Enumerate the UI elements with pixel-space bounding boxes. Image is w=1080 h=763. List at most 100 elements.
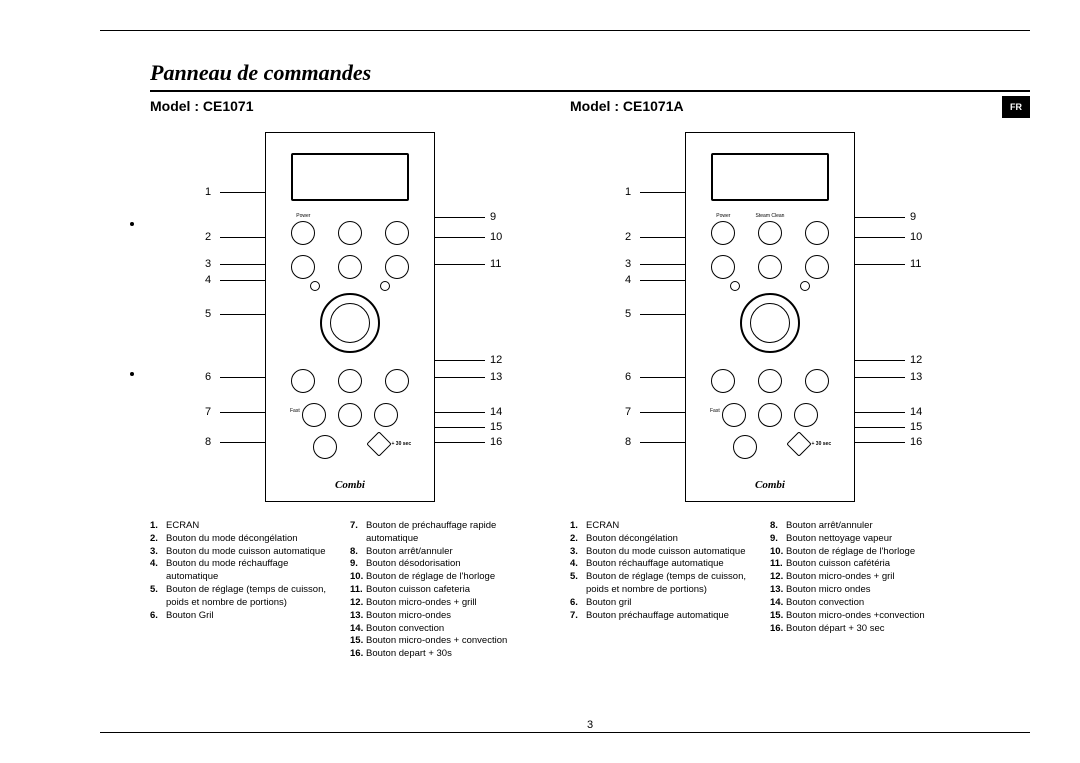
legend-text: Bouton du mode décongélation	[166, 533, 298, 546]
legend-text: Bouton micro ondes	[786, 584, 871, 597]
legend-number: 15.	[770, 610, 786, 623]
reheat-button[interactable]	[758, 255, 782, 279]
callout-line	[640, 280, 685, 281]
dial-knob[interactable]	[320, 293, 380, 353]
legend-number: 5.	[570, 571, 586, 597]
stop-button[interactable]	[313, 435, 337, 459]
legend-item: 3.Bouton du mode cuisson automatique	[570, 546, 760, 559]
page-top-rule	[100, 30, 1030, 31]
power-button[interactable]	[711, 221, 735, 245]
callout-number: 5	[625, 308, 631, 320]
mw-conv-button[interactable]	[794, 403, 818, 427]
convection-button[interactable]	[758, 403, 782, 427]
legend-number: 7.	[570, 610, 586, 623]
grill-button[interactable]	[291, 369, 315, 393]
dial-nub-right	[380, 281, 390, 291]
dial-nub-right	[800, 281, 810, 291]
mw-button[interactable]	[385, 369, 409, 393]
button-row-2	[266, 255, 434, 279]
callout-number: 14	[910, 406, 922, 418]
bullet-dot	[130, 222, 134, 226]
mw-grill-button[interactable]	[338, 369, 362, 393]
legend-item: 4.Bouton du mode réchauffage automatique	[150, 558, 340, 584]
mw-button[interactable]	[805, 369, 829, 393]
callout-line	[220, 412, 265, 413]
legend-text: Bouton départ + 30 sec	[786, 623, 885, 636]
callout-line	[220, 442, 265, 443]
btn-label: Power	[283, 213, 323, 219]
legend-number: 2.	[150, 533, 166, 546]
cafeteria-button[interactable]	[805, 255, 829, 279]
cafeteria-button[interactable]	[385, 255, 409, 279]
legend-number: 15.	[350, 635, 366, 648]
legend-item: 8.Bouton arrêt/annuler	[770, 520, 960, 533]
callout-line	[220, 377, 265, 378]
control-panel: Power Steam Clean −+	[685, 132, 855, 502]
legend-number: 3.	[570, 546, 586, 559]
cook-button[interactable]	[291, 255, 315, 279]
callout-number: 9	[910, 211, 916, 223]
page-content: Panneau de commandes FR Model : CE1071 P…	[150, 60, 1030, 723]
legend-number: 1.	[150, 520, 166, 533]
callout-number: 15	[910, 421, 922, 433]
deodor-button[interactable]	[338, 221, 362, 245]
mw-conv-button[interactable]	[374, 403, 398, 427]
callout-number: 11	[910, 258, 921, 270]
legend-item: 5.Bouton de réglage (temps de cuisson, p…	[150, 584, 340, 610]
power-button[interactable]	[291, 221, 315, 245]
callout-line	[435, 427, 485, 428]
page-number: 3	[587, 719, 593, 731]
callout-number: 3	[625, 258, 631, 270]
legend-number: 11.	[770, 558, 786, 571]
start-button[interactable]	[366, 431, 391, 456]
reheat-button[interactable]	[338, 255, 362, 279]
legend-item: 9.Bouton désodorisation	[350, 558, 540, 571]
callout-line	[435, 377, 485, 378]
legend-number: 11.	[350, 584, 366, 597]
legend-item: 2.Bouton du mode décongélation	[150, 533, 340, 546]
callout-number: 2	[205, 231, 211, 243]
legend-col-right: 8.Bouton arrêt/annuler9.Bouton nettoyage…	[770, 520, 960, 635]
legend-text: Bouton de réglage (temps de cuisson, poi…	[586, 571, 760, 597]
model-title: Model : CE1071A	[570, 98, 970, 114]
legend-item: 12.Bouton micro-ondes + grill	[350, 597, 540, 610]
preheat-button[interactable]	[722, 403, 746, 427]
callout-line	[435, 412, 485, 413]
legend-number: 16.	[350, 648, 366, 661]
callout-line	[855, 427, 905, 428]
clock-button[interactable]	[805, 221, 829, 245]
legend-item: 1.ECRAN	[150, 520, 340, 533]
mw-grill-button[interactable]	[758, 369, 782, 393]
legend-item: 10.Bouton de réglage de l'horloge	[770, 546, 960, 559]
callout-number: 13	[910, 371, 922, 383]
model-column-1: Model : CE1071A Power Steam Clean −+	[570, 98, 970, 661]
callout-line	[855, 264, 905, 265]
legend-number: 3.	[150, 546, 166, 559]
panel-area: Power Steam Clean −+	[570, 132, 970, 512]
grill-button[interactable]	[711, 369, 735, 393]
legend-text: Bouton désodorisation	[366, 558, 461, 571]
start-button[interactable]	[786, 431, 811, 456]
convection-button[interactable]	[338, 403, 362, 427]
legend-text: Bouton du mode réchauffage automatique	[166, 558, 340, 584]
legend-number: 16.	[770, 623, 786, 636]
clock-button[interactable]	[385, 221, 409, 245]
bullet-dot	[130, 372, 134, 376]
legend-number: 12.	[350, 597, 366, 610]
legend-text: Bouton micro-ondes + convection	[366, 635, 507, 648]
legend-text: Bouton gril	[586, 597, 631, 610]
callout-number: 12	[910, 354, 922, 366]
legend-item: 15.Bouton micro-ondes +convection	[770, 610, 960, 623]
dial-knob[interactable]	[740, 293, 800, 353]
stop-button[interactable]	[733, 435, 757, 459]
callout-line	[640, 264, 685, 265]
steam-clean-button[interactable]	[758, 221, 782, 245]
cook-button[interactable]	[711, 255, 735, 279]
preheat-button[interactable]	[302, 403, 326, 427]
legend-number: 5.	[150, 584, 166, 610]
callout-line	[435, 237, 485, 238]
callout-number: 14	[490, 406, 502, 418]
callout-number: 2	[625, 231, 631, 243]
legend-number: 8.	[350, 546, 366, 559]
legend-number: 4.	[150, 558, 166, 584]
